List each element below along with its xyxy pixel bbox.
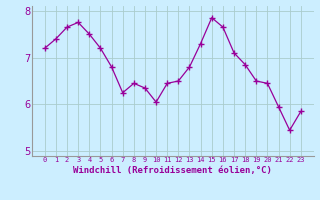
X-axis label: Windchill (Refroidissement éolien,°C): Windchill (Refroidissement éolien,°C) [73,166,272,175]
